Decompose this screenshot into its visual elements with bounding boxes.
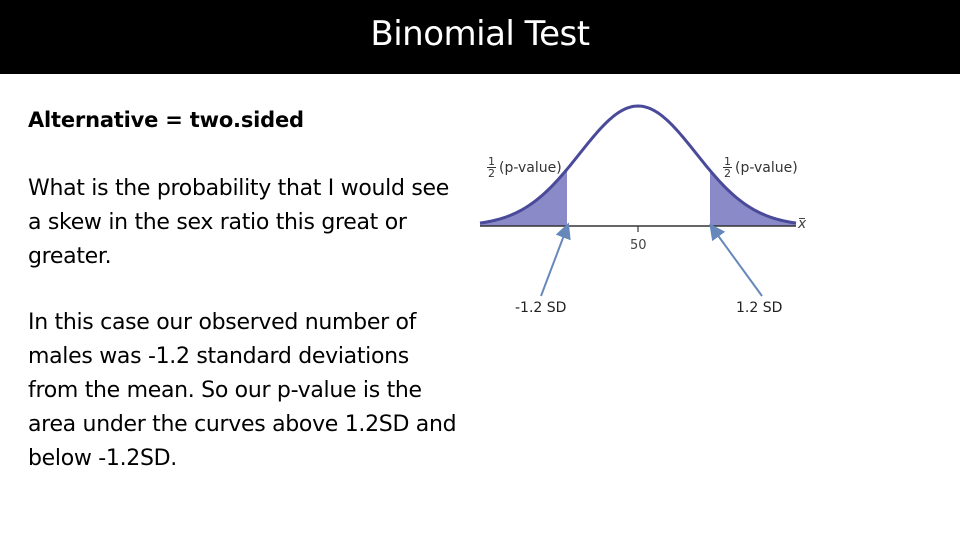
right-tail-shaded-area — [710, 170, 796, 226]
body-paragraph-explanation: In this case our observed number of male… — [28, 310, 457, 471]
slide-subtitle: Alternative = two.sided — [28, 108, 304, 132]
x-bar-axis-symbol: x — [798, 216, 807, 232]
right-half-p-value-label: 1 2 (p-value) — [723, 155, 798, 180]
normal-curve — [479, 104, 797, 225]
left-half-p-value-label: 1 2 (p-value) — [487, 155, 562, 180]
center-tick-label: 50 — [630, 238, 647, 253]
fraction-one-half: 1 2 — [487, 155, 496, 180]
left-sd-label: -1.2 SD — [515, 300, 567, 316]
fraction-one-half: 1 2 — [723, 155, 732, 180]
left-arrow — [540, 222, 571, 297]
right-sd-label: 1.2 SD — [736, 300, 783, 316]
slide-title: Binomial Test — [370, 14, 590, 54]
title-bar: Binomial Test — [0, 0, 960, 74]
left-tail-shaded-area — [480, 169, 567, 226]
body-paragraph-question: What is the probability that I would see… — [28, 176, 449, 269]
right-arrow — [709, 223, 763, 297]
